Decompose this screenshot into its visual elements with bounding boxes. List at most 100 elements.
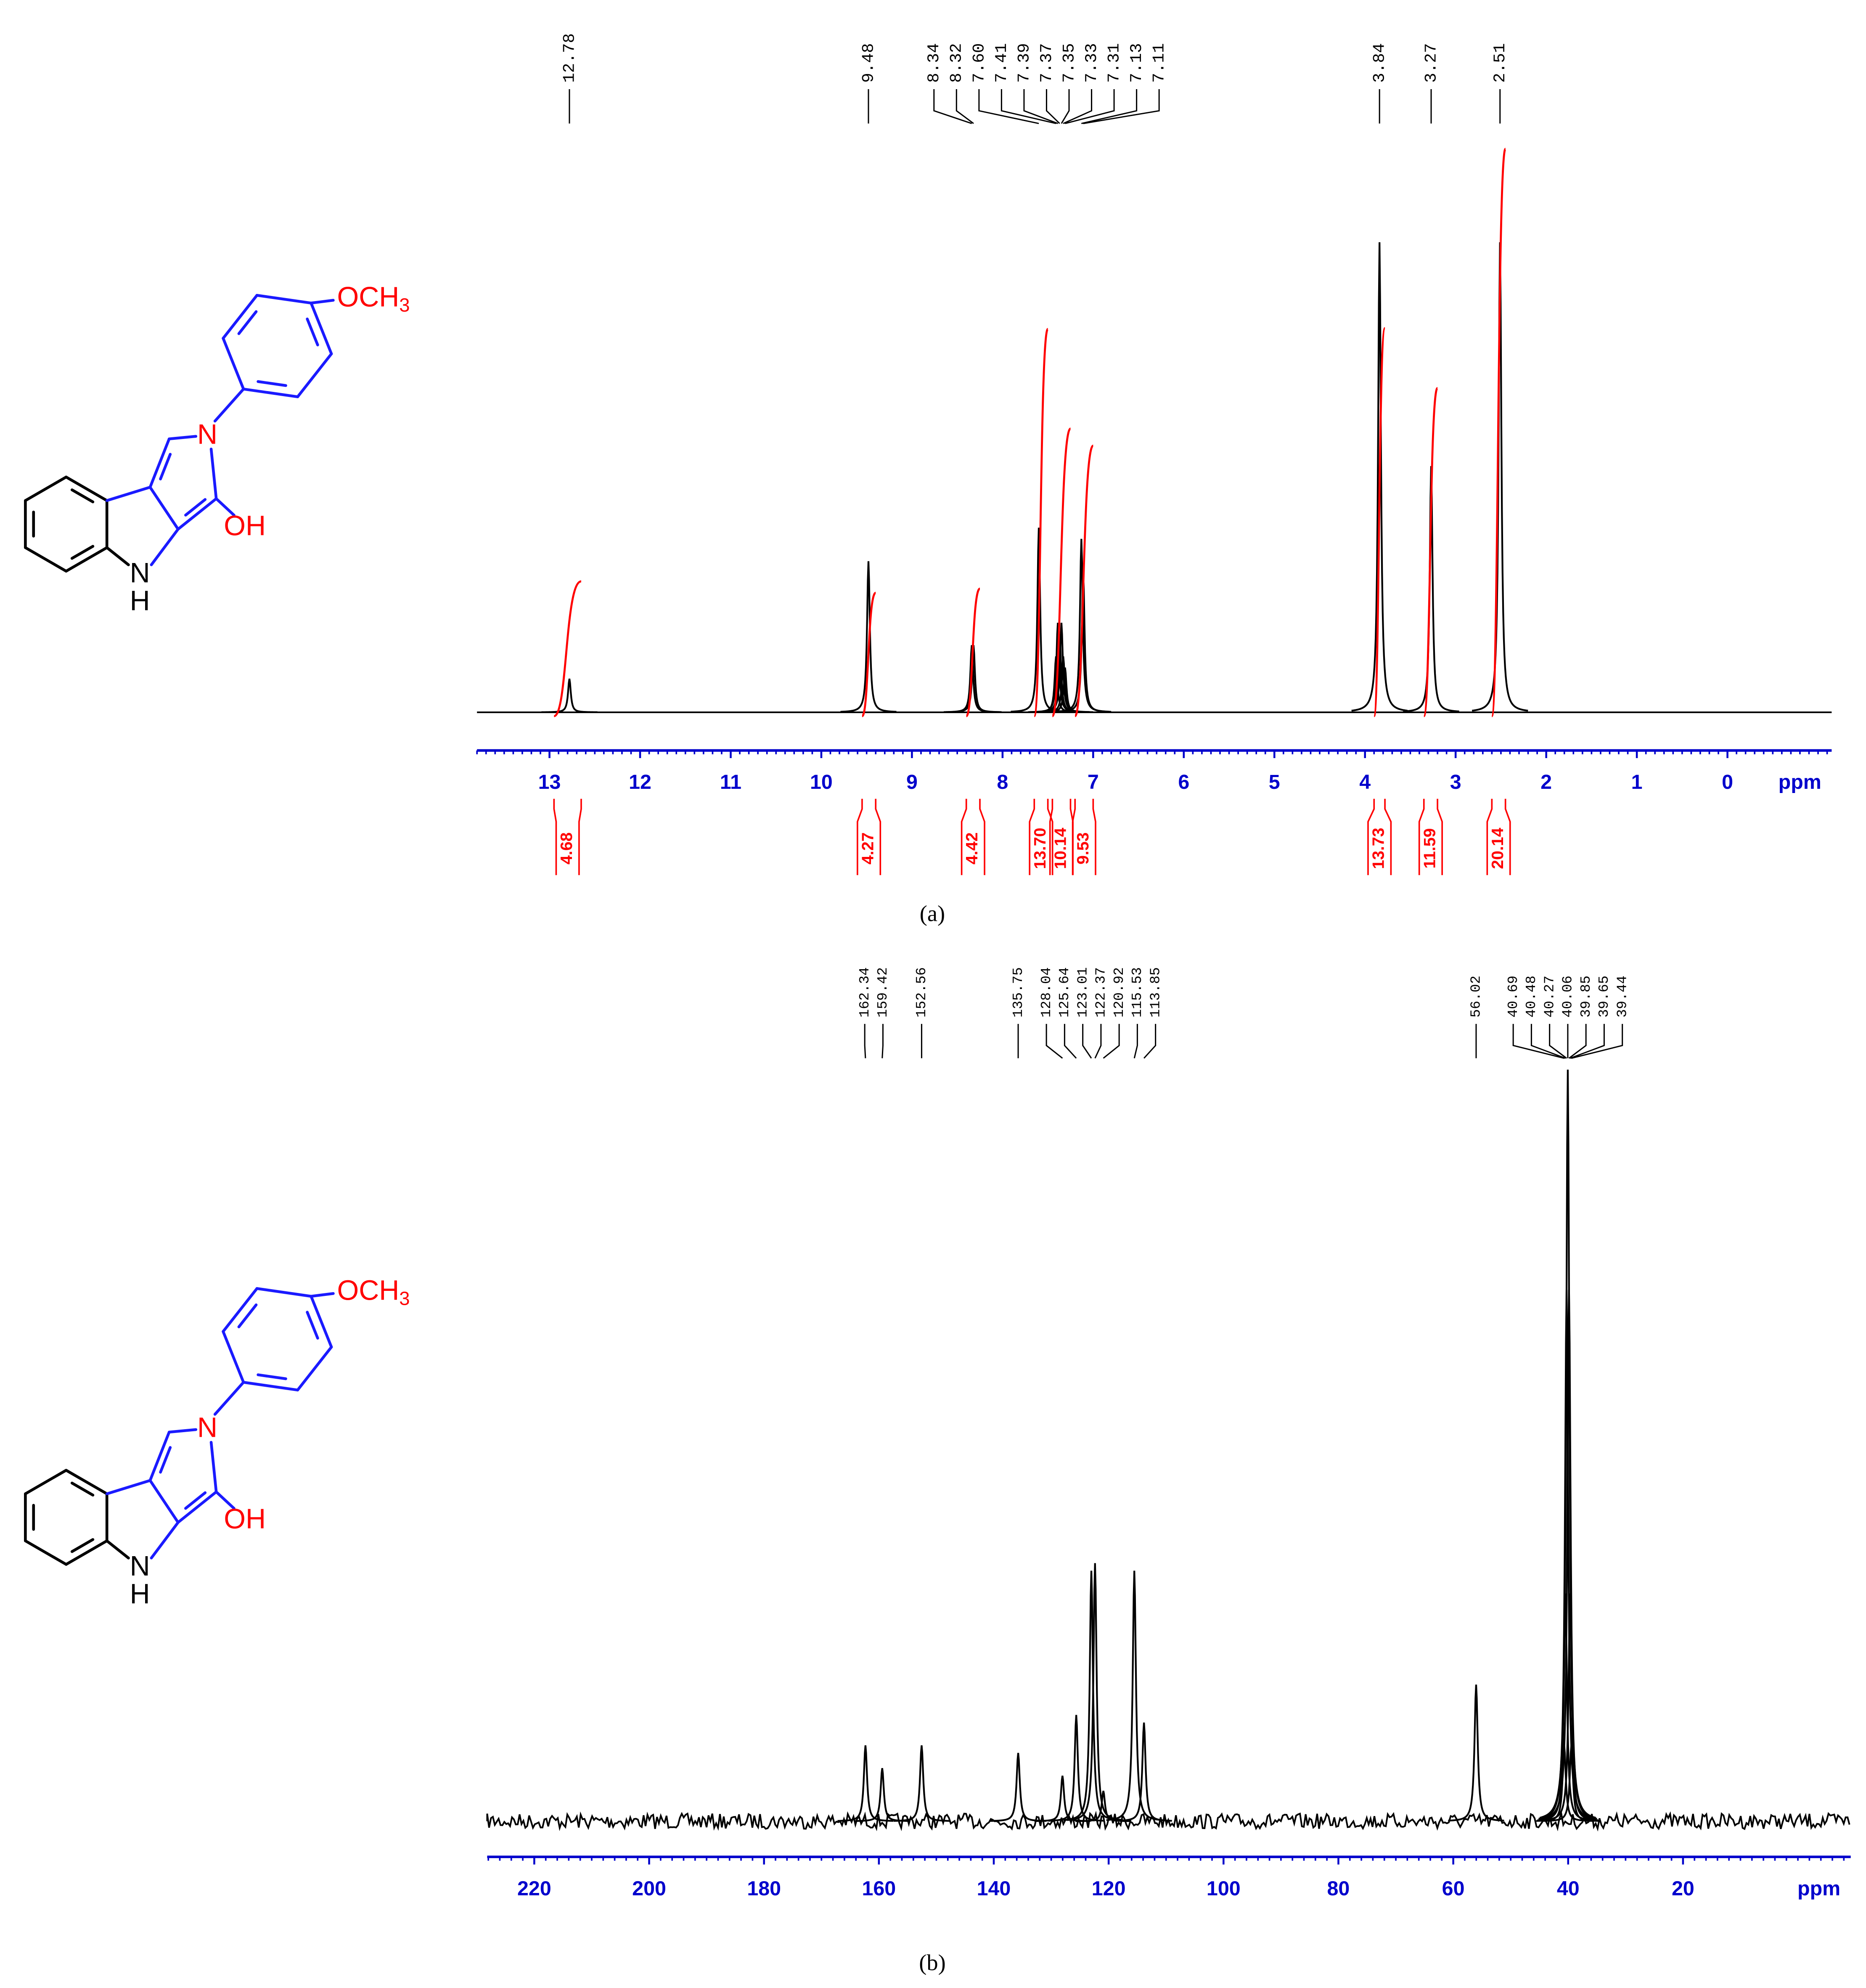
peak-label: 120.92: [1111, 967, 1127, 1018]
indole-h-label: H: [130, 586, 150, 617]
x-tick-label: 7: [1088, 771, 1099, 793]
integral-label: 4.27: [858, 832, 877, 864]
bond: [64, 1539, 109, 1566]
substituent-text: OCH: [337, 282, 400, 313]
bond: [257, 1373, 287, 1380]
peak-connector: [1103, 1024, 1120, 1059]
peak: [1448, 1684, 1504, 1822]
bond: [255, 293, 313, 305]
peak: [1543, 1745, 1599, 1822]
bond: [310, 299, 335, 305]
x-tick-label: 100: [1207, 1877, 1241, 1900]
x-tick-label: 200: [632, 1877, 666, 1900]
integral-label: 13.73: [1369, 828, 1388, 869]
peak-label: 39.44: [1614, 975, 1630, 1018]
integral-label: 4.68: [557, 832, 576, 864]
bond: [255, 1287, 313, 1298]
bond: [24, 476, 68, 502]
bond: [213, 1381, 245, 1416]
integral-curve: [1074, 444, 1094, 717]
peak: [837, 1745, 894, 1822]
peak-label: 40.27: [1541, 975, 1557, 1018]
bond: [148, 437, 171, 489]
peak-label: 3.27: [1421, 43, 1440, 83]
x-tick-label: 20: [1672, 1877, 1694, 1900]
bond: [296, 352, 333, 399]
bond: [167, 435, 198, 441]
indole-h-label: H: [130, 1579, 150, 1610]
peak-connector: [1083, 89, 1160, 124]
x-axis-label: ppm: [1779, 771, 1821, 793]
bond: [105, 1479, 152, 1495]
bond: [105, 486, 152, 502]
integral-bracket: [1418, 798, 1443, 875]
x-tick-label: 12: [629, 771, 651, 793]
peak-connector: [1512, 1024, 1564, 1059]
bond: [184, 1491, 207, 1510]
peak-label: 7.35: [1059, 43, 1078, 83]
bond: [64, 546, 109, 573]
subscript-text: 3: [399, 294, 410, 316]
bond: [70, 1538, 95, 1553]
bond: [296, 1346, 333, 1392]
integral-label: 10.14: [1051, 827, 1069, 869]
peak-label: 152.56: [913, 967, 929, 1018]
hydroxyl-label: OH: [224, 510, 266, 542]
bond: [222, 1330, 245, 1384]
integral-curve: [965, 587, 981, 717]
x-tick-label: 13: [538, 771, 561, 793]
peak-label: 7.13: [1127, 43, 1146, 83]
x-axis-label: ppm: [1797, 1877, 1840, 1900]
peak-connector: [1549, 1024, 1567, 1059]
peak: [1037, 667, 1093, 713]
peak-connector: [1065, 89, 1115, 124]
integral-bracket: [961, 798, 985, 875]
bond: [24, 546, 68, 573]
substituent-label: OCH3: [337, 282, 410, 316]
bond: [24, 1539, 68, 1566]
peak-label: 122.37: [1093, 967, 1109, 1018]
integral-bracket: [1029, 798, 1053, 875]
peak-label: 113.85: [1147, 967, 1163, 1018]
subscript-text: 3: [399, 1287, 410, 1309]
integral-curve: [1373, 327, 1386, 717]
peak-label: 7.11: [1150, 43, 1169, 83]
integral-curve: [1033, 328, 1049, 717]
peak-label: 8.34: [924, 43, 943, 83]
peak: [1116, 1722, 1172, 1822]
integral-curve: [1490, 148, 1507, 717]
peak: [1539, 1069, 1596, 1819]
peak: [1542, 1593, 1599, 1821]
peak-label: 39.65: [1596, 975, 1612, 1018]
peak-connector: [1045, 1024, 1063, 1059]
peak-connector: [1571, 1024, 1623, 1059]
peak-label: 3.84: [1370, 43, 1389, 83]
peak-connector: [1133, 1024, 1138, 1059]
x-tick-label: 3: [1450, 771, 1461, 793]
indole-n-label: N: [130, 1551, 150, 1582]
bond: [306, 317, 319, 346]
substituent-text: OCH: [337, 1275, 400, 1306]
peak: [1034, 1775, 1090, 1822]
integral-bracket: [553, 798, 582, 875]
bond: [213, 387, 245, 423]
x-tick-label: 120: [1092, 1877, 1126, 1900]
peak: [1351, 242, 1408, 712]
bond: [177, 497, 218, 531]
peak-connector: [1143, 1024, 1157, 1059]
x-tick-label: 6: [1178, 771, 1189, 793]
x-tick-label: 140: [977, 1877, 1011, 1900]
x-tick-label: 9: [906, 771, 918, 793]
peak-connector: [881, 1024, 884, 1058]
integral-label: 9.53: [1074, 832, 1092, 864]
bond: [222, 293, 259, 340]
x-tick-label: 8: [997, 771, 1008, 793]
integral-bracket: [1072, 798, 1096, 875]
peak: [990, 1753, 1046, 1822]
peak-connector: [1082, 1024, 1092, 1059]
integral-label: 4.42: [963, 832, 981, 864]
peak-connector: [1568, 1024, 1587, 1059]
peak-label: 40.06: [1560, 975, 1576, 1018]
bond: [70, 545, 95, 560]
